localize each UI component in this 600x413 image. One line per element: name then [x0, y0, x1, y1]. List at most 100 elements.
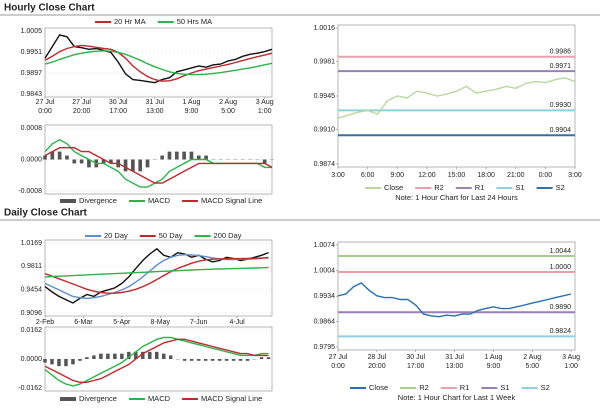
y-tick-label: 0.9897 — [21, 70, 43, 77]
x-tick-label: 1 Aug — [182, 99, 200, 106]
x-tick-label: 27 Jul — [329, 354, 348, 361]
x-tick-label: 5:00 — [525, 363, 539, 370]
level-label: 0.9971 — [550, 63, 572, 70]
y-tick-label: 0.0162 — [21, 327, 43, 334]
divergence-bar — [79, 159, 84, 164]
x-tick-label: 27 Jul — [36, 99, 55, 106]
legend-label: 50 Day — [159, 231, 183, 240]
x-tick-label: 1 Aug — [484, 354, 502, 361]
legend-label: Divergence — [79, 394, 117, 403]
chart-note: Note: 1 Hour Chart for Last 1 Week — [398, 393, 516, 402]
y-tick-label: 1.0074 — [314, 242, 336, 249]
divergence-bar — [141, 351, 145, 359]
y-tick-label: 0.9096 — [21, 310, 43, 317]
divergence-bar — [123, 159, 128, 172]
legend-label: S1 — [515, 183, 524, 192]
x-tick-label: 30 Jul — [109, 99, 128, 106]
x-tick-label: 3:00 — [331, 172, 345, 179]
x-tick-label: 2 Aug — [219, 99, 237, 106]
series-line — [44, 147, 273, 184]
divergence-bar — [120, 353, 124, 359]
y-tick-label: 0.0008 — [21, 125, 43, 132]
divergence-bar — [167, 151, 172, 160]
x-tick-label: 8-May — [151, 319, 171, 326]
x-tick-label: 5:00 — [221, 108, 235, 115]
divergence-bar — [71, 359, 75, 365]
divergence-bar — [109, 159, 113, 164]
divergence-bar — [168, 355, 173, 359]
legend-label: MACD — [148, 394, 171, 403]
x-tick-label: 20:00 — [73, 108, 91, 115]
legend-label: R2 — [434, 183, 444, 192]
divergence-bar — [50, 151, 55, 160]
y-tick-label: 0.9934 — [314, 293, 336, 300]
level-label: 1.0000 — [550, 264, 572, 271]
x-tick-label: 17:00 — [407, 363, 425, 370]
series-line — [337, 282, 572, 318]
divergence-bar — [134, 351, 138, 359]
x-tick-label: 9:00 — [390, 172, 404, 179]
level-label: 0.9904 — [550, 127, 572, 134]
divergence-bar — [99, 353, 103, 359]
divergence-bar — [50, 359, 54, 365]
divergence-bar — [196, 155, 201, 160]
x-tick-label: 3 Aug — [562, 354, 580, 361]
plot-frame — [44, 27, 273, 98]
divergence-bar — [210, 359, 215, 361]
level-label: 0.9824 — [550, 328, 572, 335]
divergence-bar — [155, 351, 159, 359]
divergence-bar — [101, 159, 106, 164]
x-tick-label: 0:00 — [38, 108, 52, 115]
divergence-bar — [161, 353, 166, 359]
divergence-bar — [224, 359, 229, 361]
x-tick-label: 2 Aug — [523, 354, 541, 361]
divergence-bar — [85, 357, 89, 359]
x-tick-label: 13:00 — [146, 108, 164, 115]
divergence-bar — [148, 351, 152, 359]
level-label: 1.0044 — [550, 248, 572, 255]
legend-label: S2 — [541, 383, 550, 392]
x-tick-label: 13:00 — [446, 363, 464, 370]
divergence-bar — [217, 359, 222, 361]
legend-label: 20 Day — [104, 231, 128, 240]
legend-label: R2 — [419, 383, 429, 392]
divergence-bar — [78, 359, 82, 361]
x-tick-label: 30 Jul — [406, 354, 425, 361]
x-tick-label: 3:00 — [568, 172, 582, 179]
x-tick-label: 2-Feb — [36, 319, 54, 326]
y-tick-label: 0.0000 — [21, 156, 43, 163]
legend-label: Close — [369, 383, 388, 392]
legend-label: 20 Hr MA — [114, 17, 146, 26]
divergence-bar — [127, 351, 131, 359]
divergence-bar — [189, 359, 194, 361]
divergence-bar — [57, 151, 62, 160]
level-label: 0.9986 — [550, 49, 572, 56]
divergence-bar — [72, 159, 77, 164]
y-tick-label: 1.0016 — [314, 25, 336, 32]
y-tick-label: 0.9811 — [21, 263, 42, 270]
series-line — [44, 338, 269, 383]
level-label: 0.9890 — [550, 304, 572, 311]
legend-label: Divergence — [79, 196, 117, 205]
y-tick-label: 0.9945 — [314, 93, 336, 100]
divergence-bar — [245, 359, 250, 361]
divergence-bar — [87, 159, 91, 168]
x-tick-label: 7-Jun — [190, 319, 208, 326]
chart-note: Note: 1 Hour Chart for Last 24 Hours — [395, 193, 518, 202]
y-tick-label: 0.9795 — [314, 344, 336, 351]
x-tick-label: 21:00 — [507, 172, 525, 179]
plot-frame — [44, 239, 273, 317]
legend-label: MACD Signal Line — [201, 196, 262, 205]
x-tick-label: 3 Aug — [256, 99, 274, 106]
divergence-bar — [43, 359, 47, 363]
series-line — [337, 77, 576, 119]
divergence-bar — [145, 159, 150, 168]
series-line — [44, 44, 273, 82]
x-tick-label: 12:00 — [418, 172, 436, 179]
series-line — [44, 266, 269, 278]
divergence-bar — [65, 155, 69, 160]
divergence-bar — [262, 159, 267, 164]
divergence-bar — [113, 353, 117, 359]
y-tick-label: 0.9843 — [21, 91, 43, 98]
